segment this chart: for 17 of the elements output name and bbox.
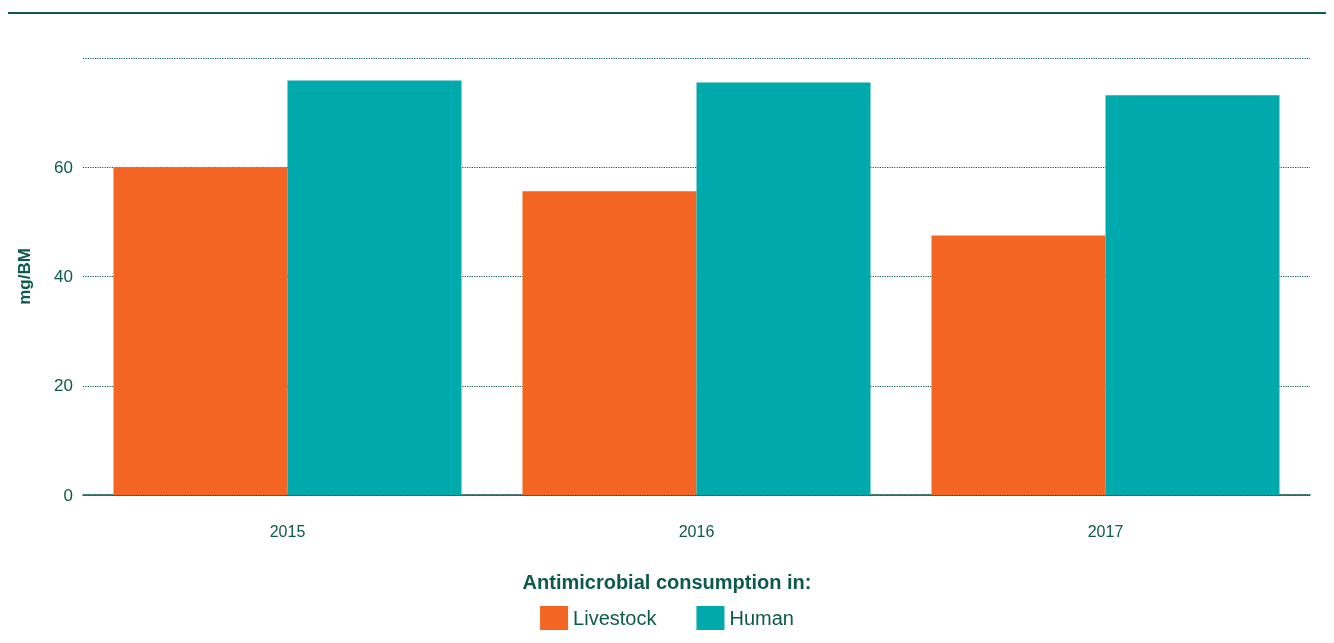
y-tick-label: 0 xyxy=(63,485,73,505)
bar xyxy=(113,167,288,495)
x-tick-label: 2015 xyxy=(269,522,306,540)
legend-label: Livestock xyxy=(573,607,658,629)
bar xyxy=(931,235,1106,495)
bar xyxy=(696,82,871,495)
legend-label: Human xyxy=(729,607,794,629)
x-tick-label: 2017 xyxy=(1087,522,1124,540)
bar xyxy=(1105,95,1280,495)
bar xyxy=(522,191,697,495)
legend-title: Antimicrobial consumption in: xyxy=(522,571,812,593)
y-tick-label: 20 xyxy=(54,376,73,396)
x-tick-label: 2016 xyxy=(678,522,715,540)
bar xyxy=(287,80,462,495)
y-tick-label: 60 xyxy=(54,157,73,177)
y-tick-label: 40 xyxy=(54,267,73,286)
y-axis-title: mg/BM xyxy=(15,248,34,305)
